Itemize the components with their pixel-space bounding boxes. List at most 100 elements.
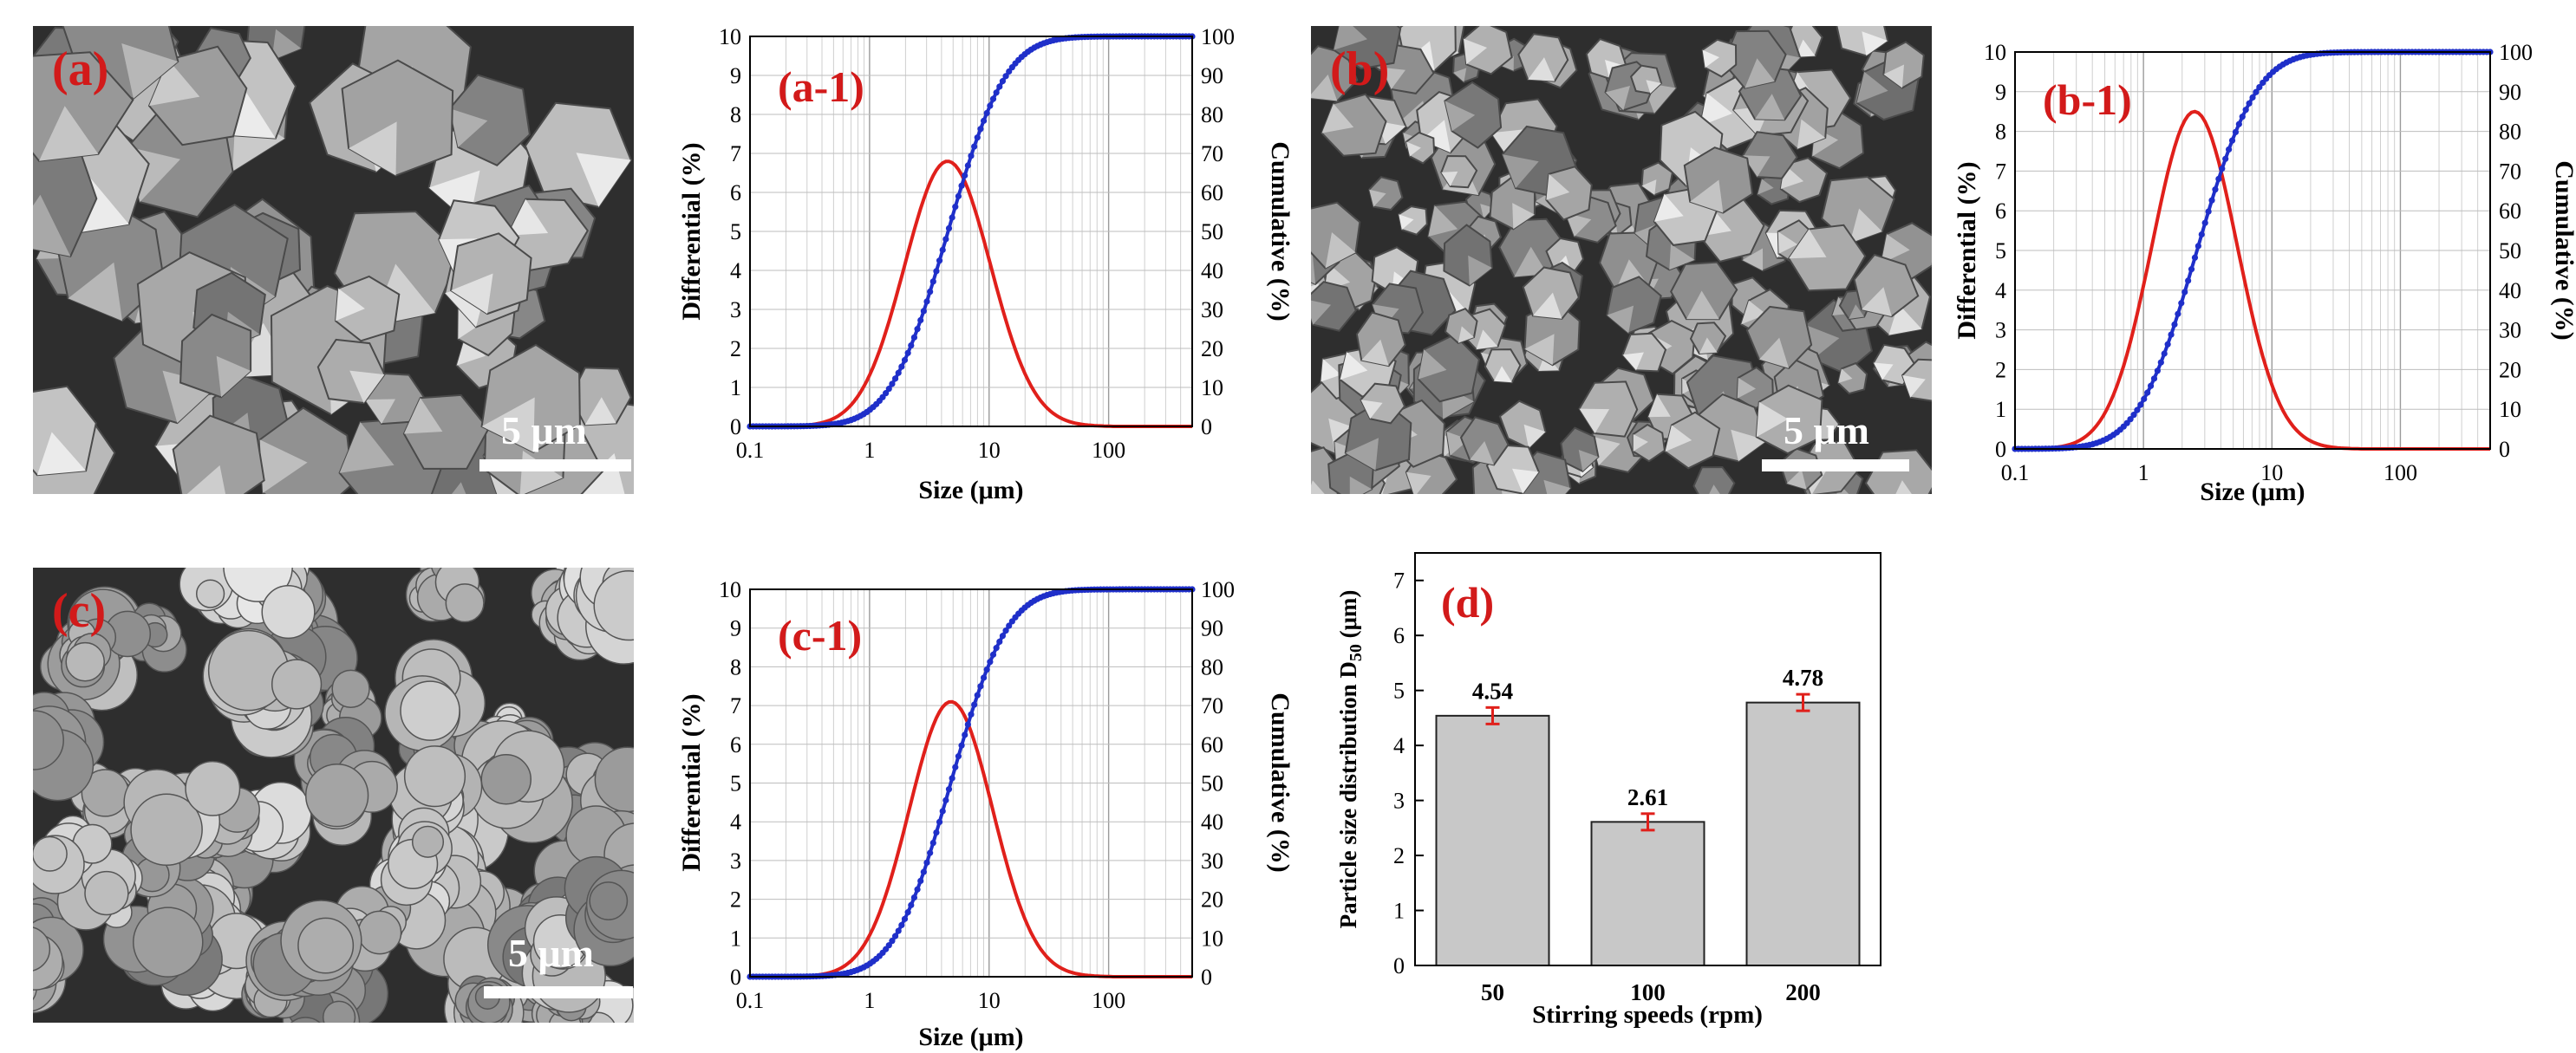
chart-b1-ytick-left: 9 <box>1995 80 2006 105</box>
chart-c1-series-differential <box>750 699 1192 978</box>
chart-d-bar-200 <box>1745 701 1861 966</box>
chart-b1-ytick-left: 1 <box>1995 397 2006 422</box>
chart-c1-cumulative-point <box>914 886 921 893</box>
chart-a1-cumulative-point <box>895 369 902 376</box>
chart-a1: 0 1 2 3 4 5 6 7 8 9 10 0 10 20 30 40 50 60 70 80 90 100 0.1 1 10… <box>677 19 1295 504</box>
chart-c1-ytick-left: 9 <box>730 616 741 641</box>
sem-particle-facet <box>1665 425 1692 452</box>
sem-particle-facet <box>1470 441 1494 465</box>
chart-b1-cumulative-point <box>2181 289 2188 296</box>
sem-particle-facet <box>576 153 631 207</box>
chart-a1-cumulative-point <box>974 134 981 141</box>
sem-particle-facet <box>1795 39 1816 57</box>
sem-particle-facet <box>1345 438 1379 471</box>
chart-b1-cumulative-point <box>2215 175 2222 183</box>
chart-c1-cumulative-point <box>891 933 899 939</box>
sem-particle-facet <box>507 198 549 236</box>
sem-particle-facet <box>1421 120 1451 153</box>
chart-a1-cumulative-point <box>942 236 949 243</box>
chart-b1-ytick-right: 60 <box>2499 198 2521 224</box>
sem-particle-facet <box>1737 377 1756 399</box>
chart-b1-xtick: 100 <box>2384 460 2417 485</box>
sem-particle <box>1755 384 1823 455</box>
sem-particle-facet <box>1862 31 1888 56</box>
chart-a1-cumulative-point <box>955 192 962 199</box>
sem-particle <box>65 641 105 682</box>
sem-particle <box>403 745 466 808</box>
sem-particle-facet <box>1755 94 1785 120</box>
sem-particle-facet <box>121 43 179 99</box>
scale-bar-label-a: 5 μm <box>501 408 587 452</box>
chart-c1-cumulative-point <box>968 711 975 718</box>
chart-a1-xtick: 1 <box>864 438 875 463</box>
chart-c1-cumulative-point <box>910 894 918 901</box>
chart-a1-cumulative-point <box>989 95 997 102</box>
sem-particle-facet <box>449 108 488 147</box>
chart-a1-cumulative-point <box>977 126 984 133</box>
sem-particle-facet <box>1399 214 1414 231</box>
chart-b1-ytick-right: 70 <box>2499 159 2521 184</box>
chart-a1-cumulative-point <box>923 298 930 305</box>
chart-a1-xtick: 100 <box>1092 438 1125 463</box>
chart-c1-ytick-left: 3 <box>730 848 741 874</box>
chart-b1-xtick: 10 <box>2260 460 2283 485</box>
chart-a1-cumulative-point <box>901 356 909 364</box>
sem-particle <box>331 669 370 708</box>
chart-a1-cumulative-point <box>917 316 924 324</box>
sem-particle-facet <box>1758 179 1774 195</box>
sem-particle-facet <box>1862 287 1892 317</box>
chart-b1-cumulative-point <box>2127 416 2134 423</box>
chart-a1-ytick-left: 4 <box>730 258 741 283</box>
chart-b1-ytick-left: 4 <box>1995 278 2006 303</box>
chart-a1-cumulative-point <box>898 363 905 370</box>
scale-bar-label-b: 5 μm <box>1784 408 1869 452</box>
sem-image-a: (a) 5 μm <box>33 26 634 494</box>
sem-particle <box>1398 205 1428 236</box>
chart-d-ytick: 0 <box>1393 953 1405 978</box>
sem-particle-facet <box>1524 334 1555 366</box>
chart-c1-cumulative-point <box>952 764 959 770</box>
sem-particle-facet <box>1458 326 1474 343</box>
sem-particle-facet <box>36 432 87 476</box>
sem-particle-facet <box>1349 476 1373 494</box>
chart-b1-ytick-left: 2 <box>1995 357 2006 382</box>
sem-particle-facet <box>1464 38 1488 65</box>
chart-b1-cumulative-point <box>2137 401 2144 408</box>
chart-c1-ytick-right: 50 <box>1201 771 1223 796</box>
chart-b1-ytick-left: 6 <box>1995 198 2006 224</box>
chart-c1-ytick-right: 30 <box>1201 848 1223 874</box>
sem-particle-facet <box>1786 469 1807 490</box>
chart-a1-cumulative-point <box>958 182 965 189</box>
chart-a1-ytick-right: 60 <box>1201 180 1223 205</box>
sem-particle-facet <box>451 273 493 315</box>
chart-d-value-label: 2.61 <box>1627 784 1668 810</box>
chart-a1-cumulative-point <box>929 278 936 285</box>
panel-label-b: (b) <box>1330 42 1390 96</box>
chart-a1-cumulative-point <box>996 83 1003 90</box>
chart-c1-ylabel-left: Differential (%) <box>677 693 706 871</box>
sem-image-c: (c) 5 μm <box>33 568 634 1023</box>
sem-particle-facet <box>1369 189 1386 207</box>
sem-particle-facet <box>33 194 71 257</box>
sem-particle-facet <box>1622 352 1644 371</box>
sem-particle <box>133 907 204 978</box>
chart-c1-ytick-right: 10 <box>1201 926 1223 951</box>
chart-c1-cumulative-point <box>939 808 946 815</box>
sem-particle-facet <box>1502 154 1539 189</box>
chart-b1-xlabel: Size (μm) <box>2200 478 2305 506</box>
sem-particle <box>290 1017 321 1023</box>
chart-a1-ytick-left: 1 <box>730 375 741 400</box>
chart-c1-cumulative-point <box>898 921 905 929</box>
chart-a1-cumulative-point <box>971 143 978 150</box>
chart-a1-xtick: 10 <box>978 438 1001 463</box>
chart-d-xtick: 200 <box>1785 979 1821 1005</box>
sem-particle-facet <box>1514 246 1548 277</box>
chart-a1-cumulative-point <box>980 117 988 124</box>
chart-c1-ytick-left: 8 <box>730 654 741 679</box>
chart-a1-ytick-left: 7 <box>730 141 741 166</box>
chart-a1-ytick-right: 50 <box>1201 219 1223 244</box>
sem-particle <box>480 754 532 805</box>
chart-b1-ytick-left: 3 <box>1995 318 2006 343</box>
scale-bar-a <box>479 459 631 471</box>
